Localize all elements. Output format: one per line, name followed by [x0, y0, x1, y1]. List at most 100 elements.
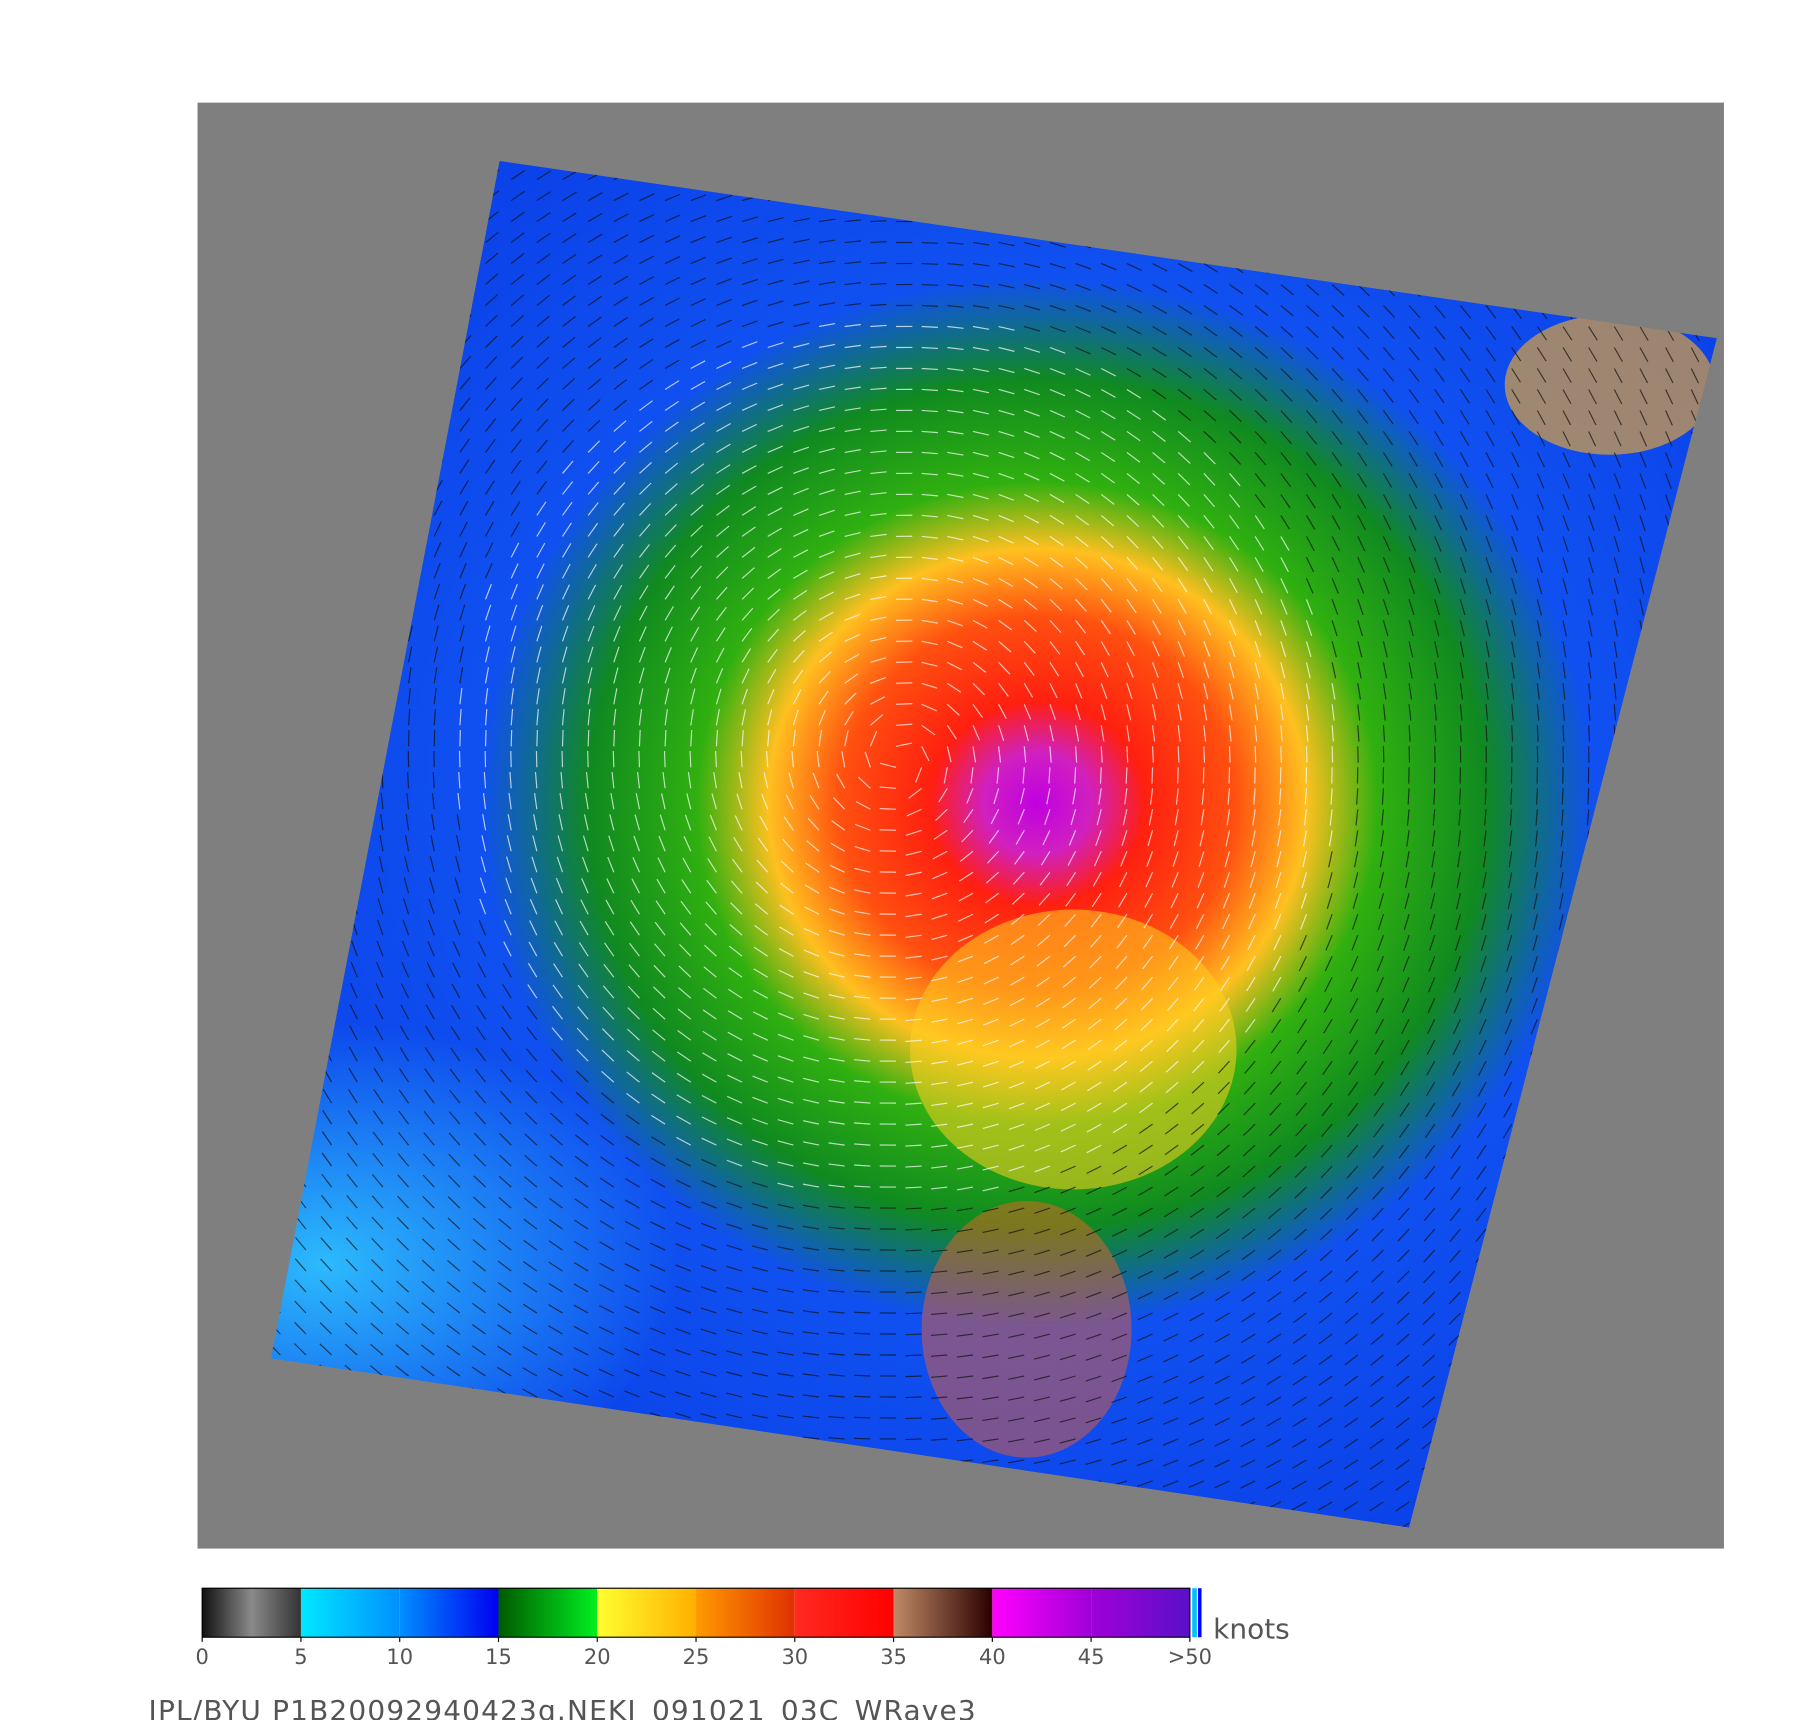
wind-barb [982, 1207, 999, 1213]
colorbar-tick-label: 5 [294, 1645, 307, 1669]
wind-barb [1458, 788, 1461, 805]
wind-barb [844, 673, 859, 684]
wind-barb [472, 1281, 486, 1293]
wind-barb [854, 1101, 871, 1104]
wind-barb [1100, 430, 1116, 441]
wind-barb [1085, 1375, 1102, 1382]
wind-barb [1485, 410, 1495, 425]
wind-barb [715, 627, 726, 642]
wind-barb [690, 483, 704, 495]
wind-barb [350, 961, 358, 978]
wind-barb [998, 577, 1014, 587]
wind-barb [1382, 515, 1392, 531]
wind-barb [506, 835, 512, 852]
wind-barb [1224, 851, 1231, 868]
wind-barb [988, 829, 1000, 844]
wind-barb [1357, 599, 1364, 615]
wind-barb [844, 711, 854, 726]
wind-barb [1136, 1480, 1153, 1487]
wind-barb [1690, 368, 1700, 384]
wind-barb [423, 1110, 435, 1125]
wind-barb [1305, 557, 1315, 573]
wind-barb [1280, 515, 1291, 530]
wind-barb [844, 449, 861, 454]
wind-barb [753, 946, 769, 957]
wind-barb [752, 1011, 768, 1020]
wind-barb [1532, 914, 1538, 931]
wind-barb [1113, 1081, 1128, 1093]
wind-barb [453, 919, 461, 936]
wind-barb [656, 878, 666, 894]
wind-barb [485, 521, 494, 537]
wind-barb [1137, 1333, 1153, 1342]
wind-barb [345, 1301, 358, 1314]
wind-barb [1100, 451, 1116, 462]
wind-barb [803, 1098, 820, 1104]
wind-barb [1400, 1060, 1410, 1076]
wind-barb [604, 921, 615, 936]
wind-barb [690, 504, 704, 516]
wind-barb [1382, 599, 1390, 616]
wind-barb [319, 1322, 333, 1335]
wind-barb [482, 793, 487, 810]
wind-barb [1459, 641, 1465, 658]
wind-barb [574, 1240, 589, 1251]
wind-barb [681, 879, 692, 894]
wind-barb [1126, 641, 1135, 657]
wind-barb [803, 971, 820, 978]
wind-barb [320, 1258, 333, 1272]
wind-barb [751, 1308, 768, 1314]
wind-barb [649, 1327, 666, 1335]
wind-barb [472, 1302, 486, 1314]
wind-barb [905, 997, 922, 1001]
wind-barb [1485, 452, 1495, 468]
wind-barb [1511, 578, 1517, 595]
wind-barb [1034, 1144, 1051, 1152]
wind-barb [1177, 536, 1189, 550]
wind-barb [930, 1375, 948, 1378]
wind-barb [1086, 1144, 1102, 1154]
wind-barb [982, 1228, 999, 1234]
wind-barb [777, 1309, 794, 1314]
wind-barb [741, 444, 757, 453]
wind-barb [448, 1132, 461, 1146]
wind-barb [1458, 809, 1461, 826]
wind-barb [844, 261, 861, 265]
wind-barb [510, 521, 520, 537]
wind-barb [1280, 368, 1293, 381]
wind-barb [1214, 1396, 1230, 1406]
wind-barb [1203, 347, 1218, 358]
wind-barb [921, 661, 938, 667]
wind-barb [319, 1300, 333, 1314]
wind-barb [1228, 599, 1238, 615]
wind-barb [573, 1368, 589, 1377]
wind-barb [957, 997, 974, 1004]
wind-barb [1085, 1291, 1102, 1299]
wind-barb [956, 1207, 974, 1212]
wind-barb [533, 814, 538, 831]
wind-barb [1382, 389, 1394, 403]
wind-barb [1373, 1081, 1384, 1097]
wind-barb [1357, 431, 1368, 446]
wind-barb [664, 235, 681, 244]
wind-barb [690, 729, 693, 747]
wind-barb [664, 380, 680, 390]
wind-barb [1485, 347, 1496, 362]
wind-barb [1266, 1438, 1282, 1448]
wind-barb [1266, 1459, 1282, 1469]
wind-barb [662, 772, 666, 789]
wind-barb [1485, 515, 1493, 531]
wind-barb [395, 1344, 409, 1356]
wind-barb [844, 613, 861, 621]
wind-barb [1033, 1333, 1051, 1339]
wind-barb [1353, 872, 1359, 889]
wind-barb [1561, 809, 1564, 826]
wind-barb [556, 856, 564, 873]
wind-barb [700, 1243, 717, 1251]
wind-barb [807, 817, 820, 831]
wind-barb [536, 377, 549, 390]
wind-barb [777, 1393, 794, 1398]
wind-barb [1267, 1228, 1282, 1240]
wind-barb [406, 771, 410, 789]
wind-barb [1357, 704, 1361, 721]
